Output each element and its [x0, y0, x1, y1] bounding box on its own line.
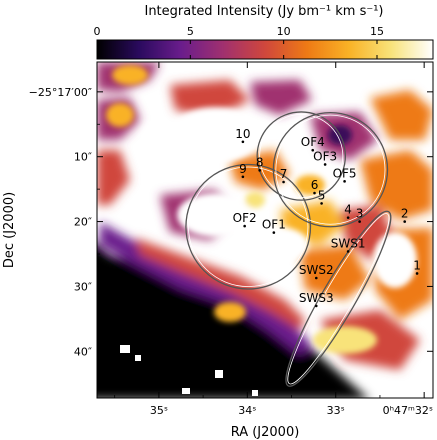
beam-circle-inner — [259, 114, 344, 199]
source-label: SWS2 — [299, 263, 334, 277]
y-tick-label: 10″ — [74, 151, 92, 164]
colorbar-tick-label: 5 — [187, 25, 194, 38]
beam-circle — [256, 111, 347, 201]
beam-circle-inner — [188, 166, 309, 287]
source-marker — [258, 169, 261, 172]
source-label: 6 — [311, 178, 319, 192]
source-marker — [282, 180, 285, 184]
source-marker — [358, 220, 361, 223]
colorbar-tick-label: 15 — [370, 25, 384, 38]
source-marker — [346, 250, 350, 253]
source-marker — [241, 175, 245, 179]
source-marker — [343, 180, 346, 183]
source-marker — [243, 224, 246, 228]
source-label: SWS1 — [331, 236, 366, 250]
beam-ellipse — [285, 210, 392, 387]
source-label: 8 — [256, 155, 264, 169]
y-tick-label: 40″ — [74, 345, 92, 358]
colorbar-tick-label: 0 — [94, 25, 101, 38]
source-marker — [313, 191, 316, 195]
source-label: OF2 — [233, 211, 257, 225]
source-label: 9 — [239, 162, 247, 176]
source-label: 2 — [401, 207, 409, 221]
x-axis-label: RA (J2000) — [231, 425, 300, 440]
source-marker — [314, 276, 318, 280]
x-tick-label: 0ʰ47ᵐ32ˢ — [383, 404, 433, 417]
x-tick-label: 33ˢ — [327, 404, 345, 417]
source-marker — [415, 272, 419, 275]
source-label: 1 — [413, 258, 421, 272]
source-marker — [314, 304, 318, 308]
source-marker — [403, 220, 407, 223]
beam-circle — [272, 111, 389, 228]
y-tick-label: 30″ — [74, 280, 92, 293]
source-marker — [320, 202, 323, 205]
x-tick-label: 35ˢ — [150, 404, 168, 417]
x-tick-label: 34ˢ — [238, 404, 256, 417]
source-label: OF4 — [301, 135, 325, 149]
y-tick-label: 20″ — [74, 216, 92, 229]
intensity-map — [97, 62, 433, 398]
source-label: 4 — [344, 203, 352, 217]
plot-frame — [96, 61, 434, 399]
source-label: SWS3 — [299, 291, 334, 305]
source-marker — [311, 148, 315, 152]
source-marker — [241, 140, 245, 144]
beam-ellipse-inner — [287, 213, 390, 385]
source-label: 3 — [356, 207, 364, 221]
y-axis-label: Dec (J2000) — [2, 192, 17, 268]
colorbar-title: Integrated Intensity (Jy bm⁻¹ km s⁻¹) — [144, 4, 383, 19]
source-label: OF5 — [333, 166, 357, 180]
source-label: 5 — [318, 188, 326, 202]
source-label: OF1 — [262, 218, 286, 232]
y-tick-label: −25°17′00″ — [29, 86, 92, 99]
colorbar — [96, 39, 434, 60]
source-label: 7 — [280, 167, 288, 181]
colorbar-tick-label: 10 — [277, 25, 291, 38]
source-marker — [346, 216, 350, 219]
source-marker — [272, 231, 276, 234]
beam-circle-inner — [275, 114, 386, 225]
beam-circle — [185, 163, 312, 290]
source-label: 10 — [235, 127, 250, 141]
source-label: OF3 — [313, 149, 337, 163]
source-marker — [323, 163, 327, 166]
